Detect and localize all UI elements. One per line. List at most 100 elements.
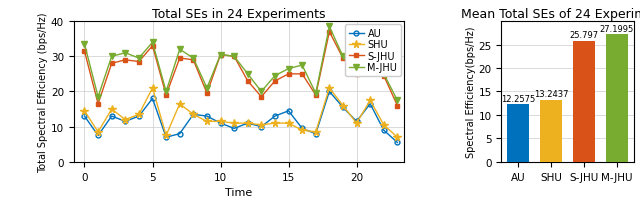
M-JHU	[217, 54, 225, 56]
S-JHU	[135, 61, 143, 63]
SHU	[366, 100, 374, 102]
Text: 27.1995: 27.1995	[600, 24, 634, 33]
M-JHU	[285, 68, 292, 70]
S-JHU	[176, 58, 184, 60]
Line: AU: AU	[82, 90, 400, 145]
M-JHU	[122, 52, 129, 55]
S-JHU	[189, 59, 197, 62]
AU	[257, 126, 265, 128]
SHU	[326, 87, 333, 90]
M-JHU	[189, 58, 197, 60]
SHU	[122, 119, 129, 121]
SHU	[244, 122, 252, 125]
Text: 25.797: 25.797	[570, 31, 598, 40]
M-JHU	[353, 70, 360, 72]
Bar	[573, 42, 595, 162]
Title: Total SEs in 24 Experiments: Total SEs in 24 Experiments	[152, 8, 326, 21]
S-JHU	[394, 105, 401, 107]
S-JHU	[94, 103, 102, 105]
S-JHU	[271, 80, 279, 83]
SHU	[285, 122, 292, 125]
Legend: AU, SHU, S-JHU, M-JHU: AU, SHU, S-JHU, M-JHU	[345, 25, 401, 77]
X-axis label: Time: Time	[225, 187, 253, 197]
SHU	[176, 103, 184, 105]
M-JHU	[244, 73, 252, 76]
M-JHU	[326, 26, 333, 28]
SHU	[94, 131, 102, 133]
Text: 13.2437: 13.2437	[534, 90, 568, 99]
M-JHU	[257, 91, 265, 93]
Y-axis label: Spectral Efficiency(bps/Hz): Spectral Efficiency(bps/Hz)	[466, 27, 476, 157]
M-JHU	[108, 56, 116, 58]
SHU	[394, 136, 401, 139]
M-JHU	[230, 56, 238, 58]
SHU	[380, 124, 388, 126]
SHU	[312, 131, 319, 133]
AU	[81, 115, 88, 118]
S-JHU	[122, 59, 129, 62]
S-JHU	[339, 58, 347, 60]
AU	[163, 136, 170, 139]
SHU	[163, 135, 170, 137]
Bar	[540, 100, 562, 162]
AU	[298, 128, 306, 130]
S-JHU	[366, 49, 374, 51]
SHU	[148, 87, 156, 90]
AU	[339, 107, 347, 109]
AU	[217, 122, 225, 125]
AU	[122, 121, 129, 123]
M-JHU	[339, 56, 347, 58]
SHU	[339, 105, 347, 107]
Line: S-JHU: S-JHU	[82, 30, 400, 108]
M-JHU	[148, 42, 156, 44]
Line: M-JHU: M-JHU	[81, 24, 401, 104]
AU	[230, 128, 238, 130]
M-JHU	[94, 96, 102, 98]
SHU	[108, 108, 116, 111]
M-JHU	[298, 65, 306, 67]
SHU	[271, 122, 279, 125]
SHU	[353, 122, 360, 125]
SHU	[230, 122, 238, 125]
S-JHU	[380, 75, 388, 77]
S-JHU	[203, 93, 211, 95]
AU	[135, 115, 143, 118]
Text: 12.2575: 12.2575	[501, 94, 535, 103]
AU	[176, 133, 184, 135]
M-JHU	[203, 87, 211, 90]
SHU	[203, 121, 211, 123]
SHU	[217, 121, 225, 123]
M-JHU	[394, 100, 401, 102]
Bar	[508, 105, 529, 162]
SHU	[257, 124, 265, 126]
S-JHU	[312, 94, 319, 97]
AU	[203, 115, 211, 118]
M-JHU	[81, 44, 88, 46]
S-JHU	[230, 56, 238, 58]
AU	[244, 122, 252, 125]
M-JHU	[163, 91, 170, 93]
S-JHU	[298, 73, 306, 76]
SHU	[298, 129, 306, 132]
M-JHU	[312, 93, 319, 95]
S-JHU	[108, 63, 116, 65]
Line: SHU: SHU	[81, 85, 401, 141]
S-JHU	[326, 31, 333, 34]
AU	[394, 142, 401, 144]
S-JHU	[353, 73, 360, 76]
AU	[148, 98, 156, 100]
M-JHU	[176, 49, 184, 51]
AU	[366, 103, 374, 105]
AU	[353, 121, 360, 123]
M-JHU	[366, 37, 374, 39]
AU	[108, 115, 116, 118]
S-JHU	[81, 51, 88, 53]
AU	[312, 133, 319, 135]
AU	[380, 129, 388, 132]
S-JHU	[148, 45, 156, 48]
AU	[326, 91, 333, 93]
SHU	[189, 114, 197, 116]
AU	[285, 110, 292, 112]
AU	[189, 114, 197, 116]
Title: Mean Total SEs of 24 Experiments: Mean Total SEs of 24 Experiments	[461, 8, 640, 21]
